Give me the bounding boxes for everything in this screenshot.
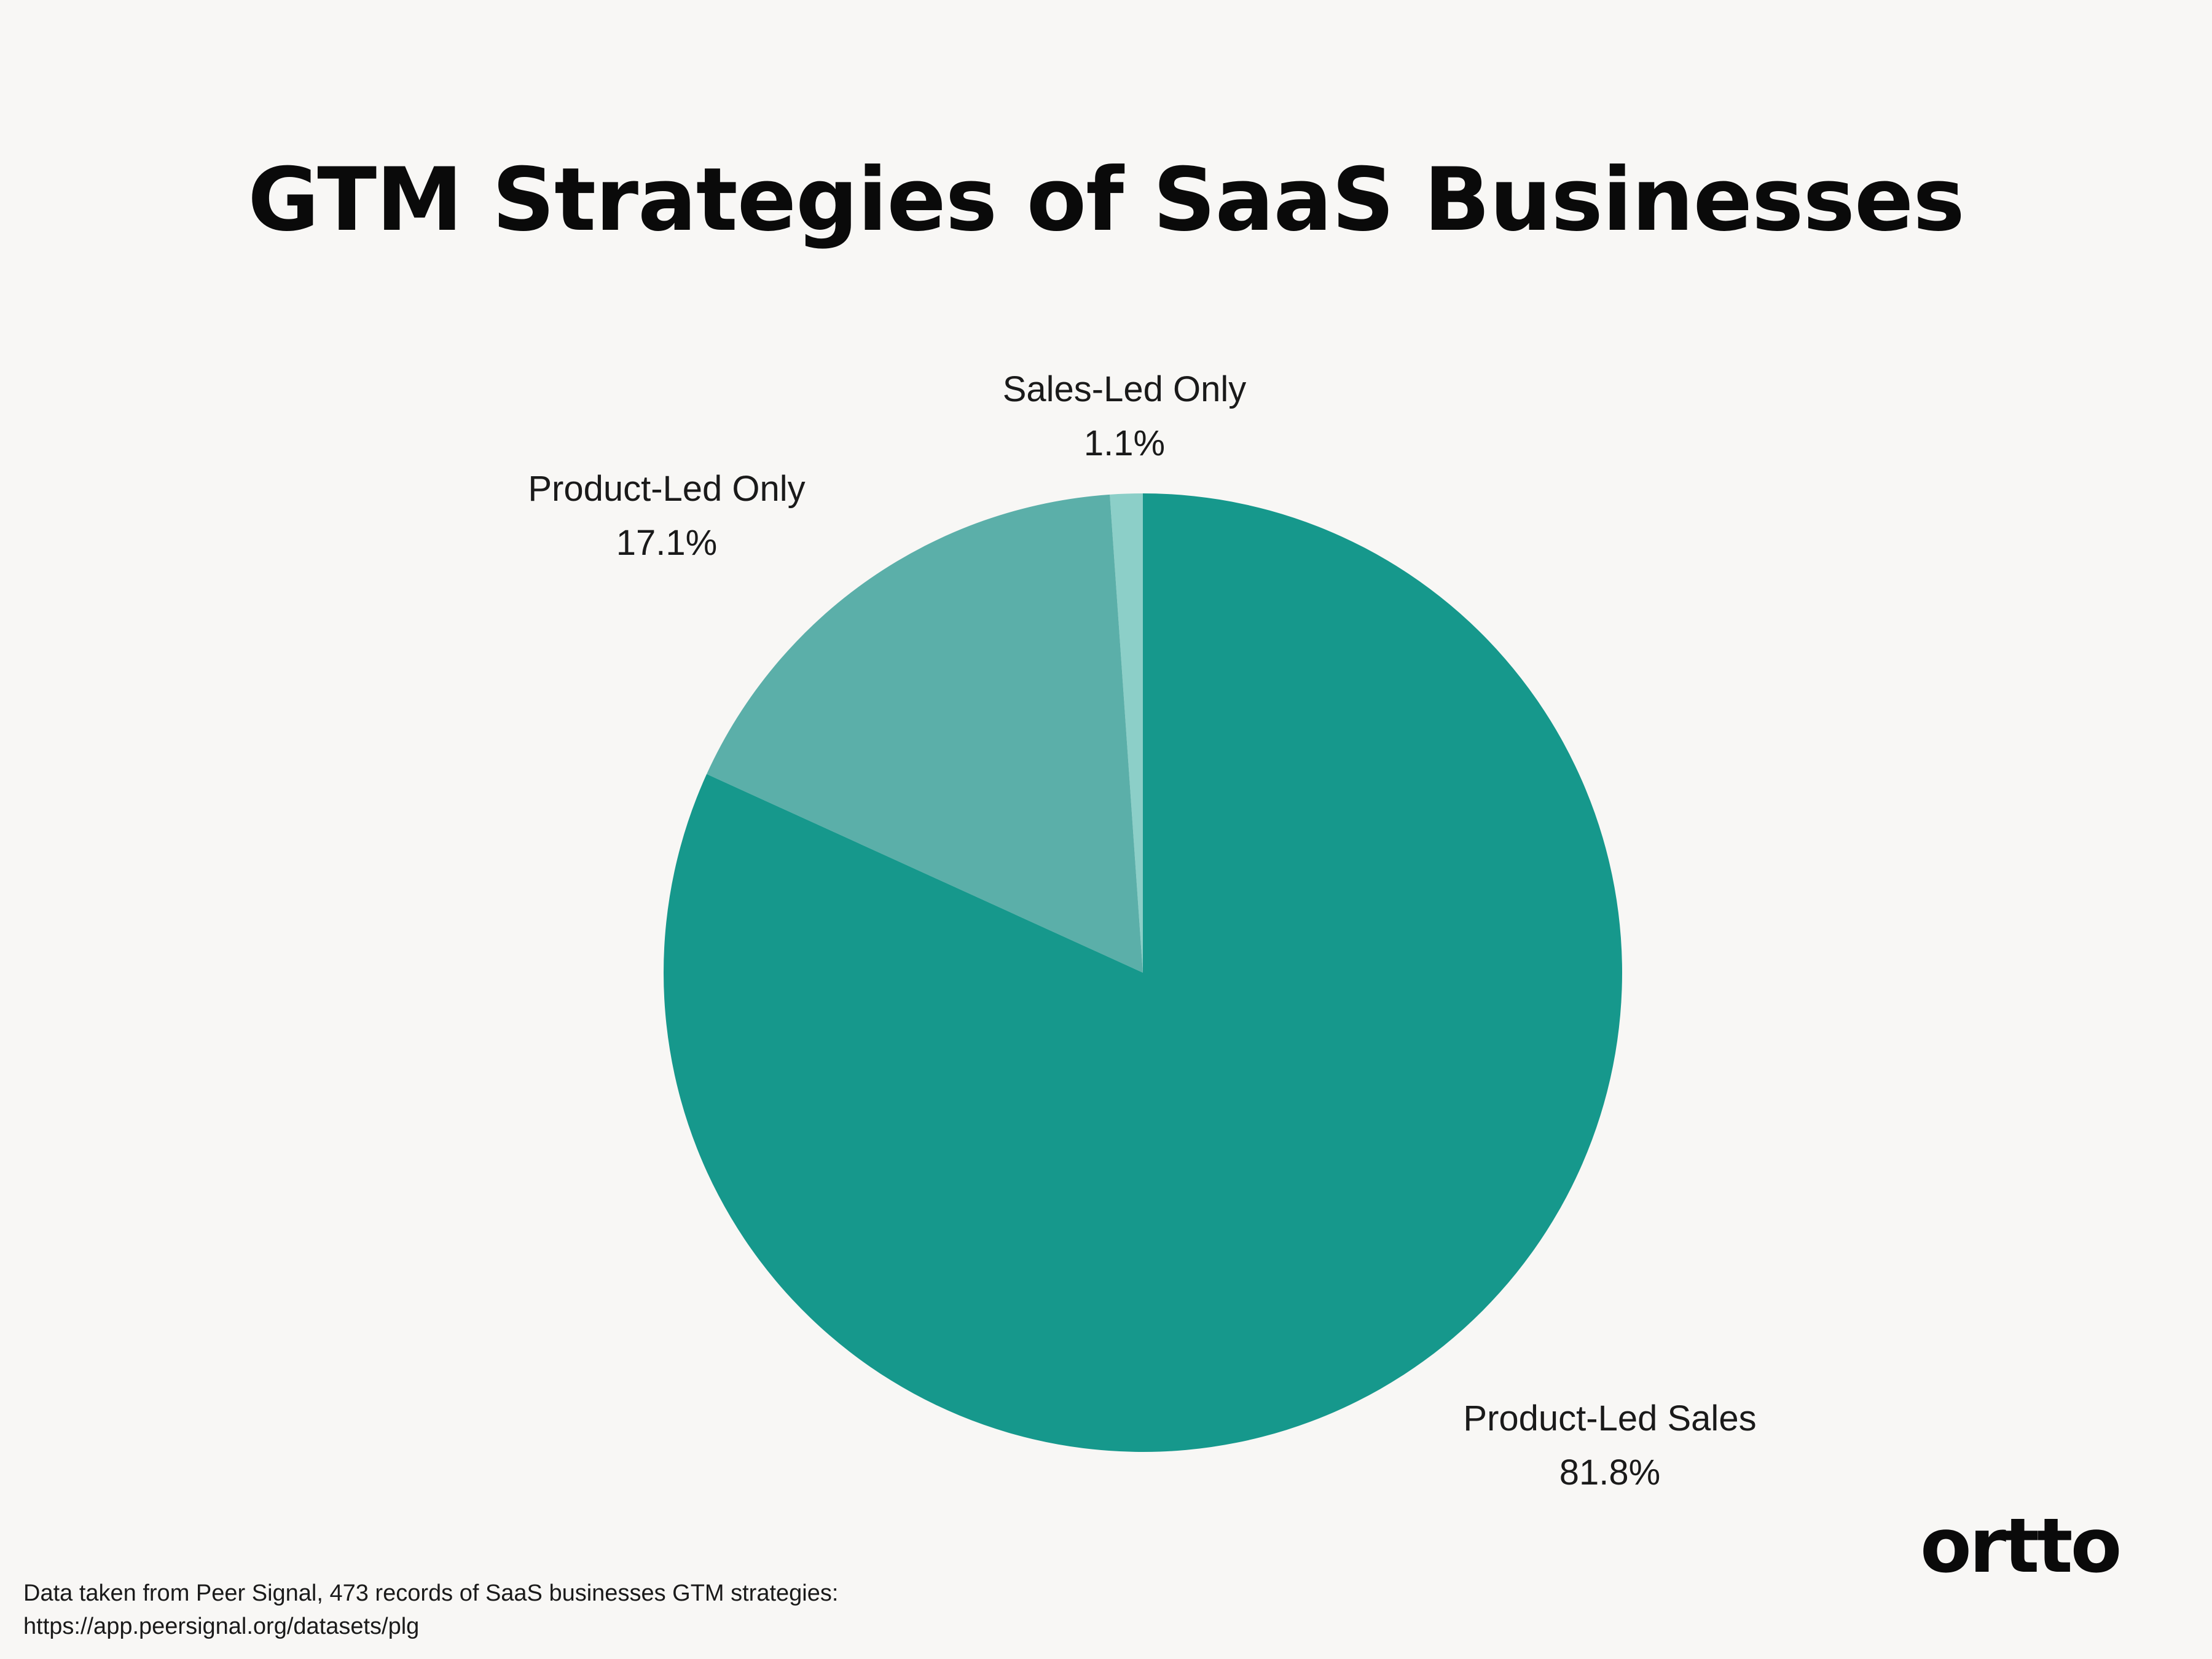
slice-label-value: 17.1% <box>616 523 718 563</box>
pie-slice-product-led-only <box>707 494 1143 973</box>
chart-title: GTM Strategies of SaaS Businesses <box>248 149 1965 251</box>
pie-slice-sales-led-only <box>1110 493 1143 973</box>
slice-label-value: 1.1% <box>1083 423 1166 463</box>
slice-label-name: Sales-Led Only <box>1002 369 1247 409</box>
pie-slice-product-led-sales <box>663 493 1622 1452</box>
slice-label-name: Product-Led Sales <box>1463 1398 1757 1438</box>
slice-label-product-led-only: Product-Led Only 17.1% <box>482 462 851 570</box>
source-text: Data taken from Peer Signal, 473 records… <box>23 1580 839 1606</box>
slice-label-product-led-sales: Product-Led Sales 81.8% <box>1426 1392 1794 1500</box>
slice-label-value: 81.8% <box>1559 1453 1661 1492</box>
data-source-note: Data taken from Peer Signal, 473 records… <box>23 1577 838 1643</box>
source-url[interactable]: https://app.peersignal.org/datasets/plg <box>23 1614 420 1639</box>
ortto-logo: ortto <box>1920 1502 2122 1590</box>
slice-label-name: Product-Led Only <box>528 469 806 509</box>
slice-label-sales-led-only: Sales-Led Only 1.1% <box>971 363 1278 471</box>
